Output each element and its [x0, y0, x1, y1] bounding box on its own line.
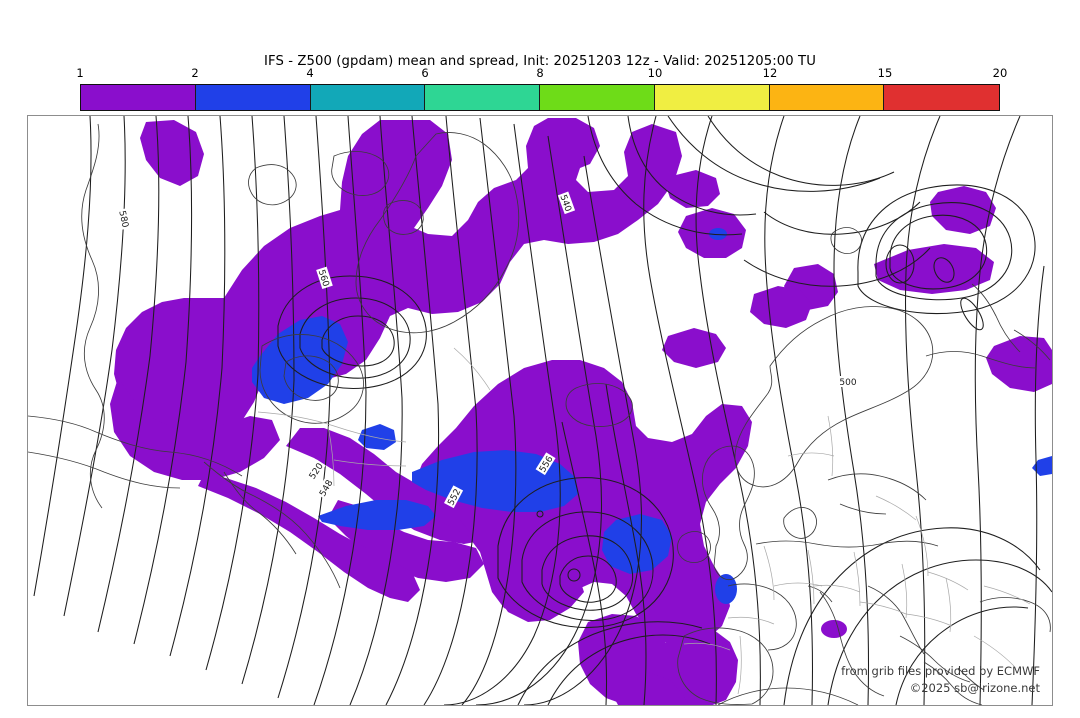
- z500-mean-contours: [33, 116, 1052, 705]
- colorbar-segment-2-4: [195, 85, 311, 110]
- colorbar-tick-6: 6: [421, 66, 429, 80]
- colorbar-segment-6-8: [425, 85, 540, 110]
- colorbar-segment-4-6: [310, 85, 426, 110]
- contour-value-labels: 580 560 540 500: [116, 191, 858, 509]
- colorbar-segment-12-15: [769, 85, 885, 110]
- colorbar-tick-15: 15: [877, 66, 893, 80]
- map-canvas: 580 560 540 500: [28, 116, 1052, 705]
- contour-label-580: 580: [116, 210, 129, 229]
- colorbar-segment-8-10: [540, 85, 655, 110]
- colorbar-tick-labels: 1 2 4 6 8 10 12 15 20: [76, 66, 1007, 82]
- colorbar-segment-10-12: [654, 85, 770, 110]
- colorbar-segment-1-2: [81, 85, 196, 110]
- colorbar-tick-8: 8: [536, 66, 544, 80]
- contour-label-500: 500: [839, 378, 856, 388]
- colorbar-tick-10: 10: [647, 66, 663, 80]
- coastlines: [28, 123, 1051, 705]
- map-panel[interactable]: 580 560 540 500: [27, 115, 1053, 706]
- colorbar-tick-20: 20: [992, 66, 1008, 80]
- country-borders: [257, 347, 1031, 695]
- colorbar-gradient: [80, 84, 1000, 111]
- colorbar-segment-15-20: [884, 85, 999, 110]
- page-title: IFS - Z500 (gpdam) mean and spread, Init…: [264, 54, 816, 69]
- colorbar-tick-2: 2: [191, 66, 199, 80]
- colorbar: 1 2 4 6 8 10 12 15 20: [76, 66, 1007, 111]
- colorbar-tick-1: 1: [76, 66, 84, 80]
- colorbar-tick-4: 4: [306, 66, 314, 80]
- colorbar-tick-12: 12: [762, 66, 778, 80]
